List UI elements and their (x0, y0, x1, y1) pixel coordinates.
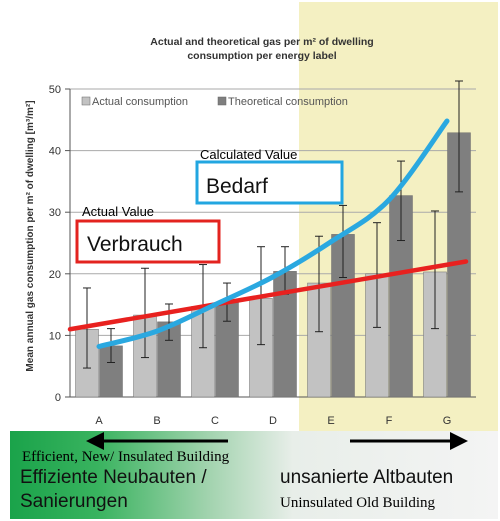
legend-swatch-actual (81, 96, 91, 106)
verbrauch-label: Verbrauch (87, 233, 183, 256)
calculated-value-curve (96, 118, 450, 349)
actual-value-trend-line (67, 259, 469, 332)
y-tick-label: 50 (49, 84, 61, 96)
y-tick-label: 10 (49, 330, 61, 342)
y-axis-label: Mean annual gas consumption per m² of dw… (25, 100, 36, 371)
efficient-de-line1: Effiziente Neubauten / (20, 467, 207, 488)
y-tick-label: 20 (49, 269, 61, 281)
chart-title-line2: consumption per energy label (187, 50, 336, 62)
legend-label-theoretical: Theoretical consumption (228, 96, 348, 108)
uninsulated-en-label: Uninsulated Old Building (280, 495, 435, 511)
x-tick-label-D: D (269, 415, 277, 427)
bedarf-label: Bedarf (206, 175, 268, 198)
y-tick-label: 0 (55, 392, 61, 404)
efficient-en-label: Efficient, New/ Insulated Building (22, 449, 230, 465)
calculated-value-label: Calculated Value (200, 147, 297, 162)
arrows (86, 432, 468, 450)
y-tick-label: 40 (49, 146, 61, 158)
chart-title-line1: Actual and theoretical gas per m² of dwe… (150, 36, 373, 48)
x-tick-label-G: G (443, 415, 452, 427)
x-tick-label-E: E (327, 415, 334, 427)
chart: Actual and theoretical gas per m² of dwe… (25, 2, 498, 431)
footer-band: Efficient, New/ Insulated Building Effiz… (10, 431, 498, 519)
legend-label-actual: Actual consumption (92, 96, 188, 108)
legend-swatch-theoretical (217, 96, 227, 106)
y-tick-label: 30 (49, 207, 61, 219)
unsanierte-de-label: unsanierte Altbauten (280, 467, 454, 488)
right-arrow (350, 432, 468, 450)
left-arrow (86, 432, 228, 450)
x-tick-label-F: F (386, 415, 393, 427)
verbrauch-box (75, 219, 221, 264)
x-tick-label-A: A (95, 415, 103, 427)
actual-value-label: Actual Value (82, 204, 154, 219)
efficient-de-line2: Sanierungen (20, 491, 128, 512)
bedarf-box (195, 160, 344, 205)
x-tick-label-B: B (153, 415, 160, 427)
x-tick-label-C: C (211, 415, 219, 427)
